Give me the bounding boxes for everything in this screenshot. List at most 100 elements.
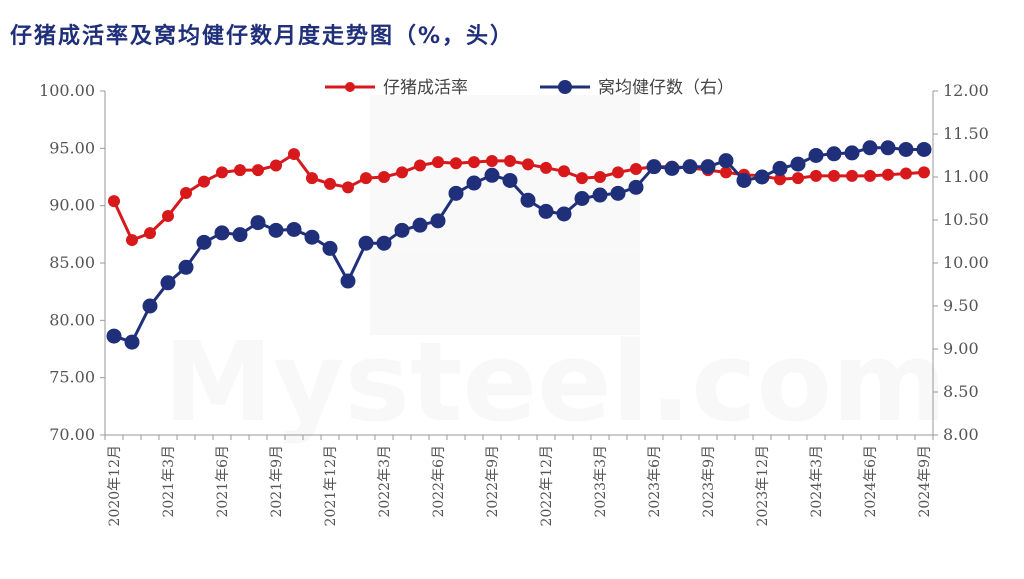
data-point	[682, 159, 698, 175]
data-point	[826, 146, 842, 162]
right-y-tick-label: 9.00	[943, 339, 979, 358]
data-point	[396, 166, 408, 179]
data-point	[484, 167, 500, 183]
series-line	[112, 152, 925, 242]
data-point	[880, 140, 896, 156]
data-point	[232, 227, 248, 243]
chart-title: 仔猪成活率及窝均健仔数月度走势图（%，头）	[10, 24, 515, 49]
data-point	[504, 154, 516, 167]
legend-swatch-marker	[345, 82, 355, 92]
legend: 仔猪成活率 窝均健仔数（右）	[325, 78, 734, 98]
data-point	[574, 191, 590, 206]
data-point	[108, 195, 120, 208]
x-tick-label: 2023年12月	[755, 445, 771, 526]
right-y-tick-label: 8.50	[943, 382, 979, 401]
data-point	[916, 141, 932, 157]
right-y-tick-label: 12.00	[943, 81, 989, 100]
data-point	[376, 235, 392, 251]
watermark-logo-block	[370, 95, 640, 335]
data-point	[630, 162, 642, 175]
data-point	[162, 209, 174, 222]
right-y-tick-label: 11.50	[943, 124, 989, 143]
data-point	[196, 234, 212, 250]
data-point	[466, 175, 482, 191]
right-y-tick-label: 10.00	[943, 253, 989, 272]
data-point	[414, 159, 426, 172]
data-point	[468, 156, 480, 169]
data-point	[520, 192, 536, 208]
data-point	[268, 222, 284, 238]
data-point	[378, 171, 390, 183]
data-point	[180, 187, 192, 200]
data-point	[358, 235, 374, 251]
data-point	[882, 168, 894, 181]
left-y-tick-label: 100.00	[39, 81, 95, 100]
x-tick-label: 2022年9月	[485, 445, 501, 518]
data-point	[918, 166, 930, 179]
series-1	[108, 148, 930, 247]
watermark: Mysteel.com	[163, 95, 947, 446]
data-point	[304, 229, 320, 245]
x-tick-label: 2023年3月	[593, 445, 609, 518]
legend-label: 仔猪成活率	[383, 78, 468, 98]
data-point	[774, 173, 786, 186]
data-point	[448, 185, 464, 201]
data-point	[250, 215, 266, 231]
data-point	[340, 273, 356, 289]
x-tick-label: 2024年6月	[863, 445, 879, 518]
data-point	[394, 222, 410, 238]
data-point	[538, 203, 554, 219]
series-2	[106, 140, 932, 350]
data-point	[792, 172, 804, 185]
data-point	[322, 240, 338, 256]
data-point	[178, 259, 194, 275]
data-point	[430, 213, 446, 229]
data-point	[144, 227, 156, 240]
data-point	[828, 169, 840, 182]
data-point	[864, 169, 876, 182]
data-point	[612, 166, 624, 179]
data-point	[790, 156, 806, 172]
data-point	[844, 145, 860, 161]
data-point	[450, 157, 462, 170]
data-point	[900, 167, 912, 180]
left-y-tick-label: 95.00	[49, 138, 95, 157]
x-tick-label: 2020年12月	[107, 445, 123, 526]
data-point	[160, 275, 176, 291]
data-point	[270, 159, 282, 172]
x-tick-label: 2024年9月	[917, 445, 933, 518]
x-tick-label: 2021年12月	[323, 445, 339, 526]
x-tick-label: 2021年3月	[161, 445, 177, 518]
right-y-tick-label: 11.00	[943, 167, 989, 186]
data-point	[898, 141, 914, 157]
data-point	[126, 234, 138, 247]
data-point	[142, 298, 158, 314]
series-line	[113, 146, 924, 344]
data-point	[288, 148, 300, 161]
data-point	[736, 172, 752, 188]
left-y-tick-label: 85.00	[49, 253, 95, 272]
left-y-tick-label: 70.00	[49, 425, 95, 444]
left-y-tick-label: 90.00	[49, 196, 95, 215]
data-point	[360, 172, 372, 185]
data-point	[846, 169, 858, 182]
data-point	[808, 148, 824, 163]
x-tick-label: 2022年12月	[539, 445, 555, 526]
x-tick-label: 2021年6月	[215, 445, 231, 518]
data-point	[576, 172, 588, 185]
data-point	[324, 177, 336, 190]
data-point	[124, 334, 140, 350]
data-point	[754, 169, 770, 185]
data-point	[720, 166, 732, 179]
data-point	[646, 159, 662, 175]
data-point	[106, 328, 122, 344]
data-point	[558, 165, 570, 178]
x-tick-label: 2021年9月	[269, 445, 285, 518]
data-point	[592, 187, 608, 203]
data-point	[540, 161, 552, 174]
data-point	[412, 217, 428, 233]
data-point	[718, 153, 734, 169]
data-point	[700, 159, 716, 175]
data-point	[610, 185, 626, 201]
data-point	[306, 172, 318, 185]
